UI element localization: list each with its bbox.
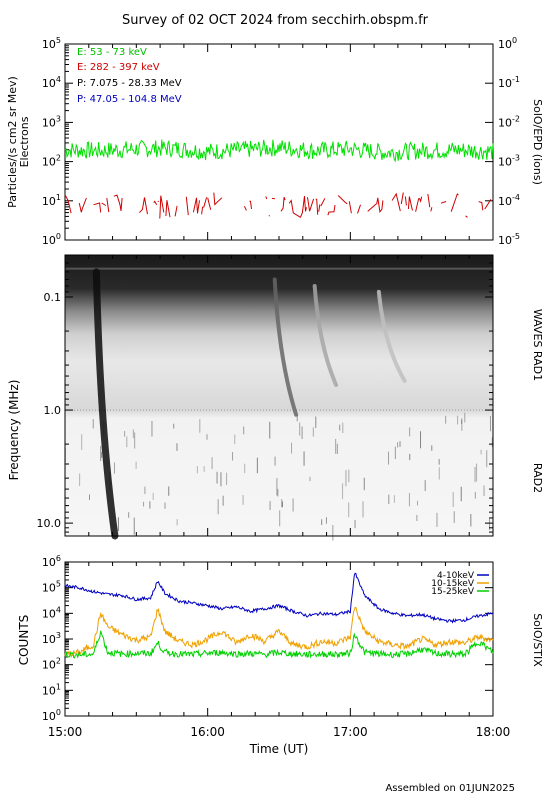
stix-right-label: SolO/STIX [531,613,544,667]
epd-right-label: SolO/EPD (ions) [531,99,544,185]
epd-ytick-label: 103 [42,114,61,129]
waves-features [64,267,493,541]
epd-frame [64,43,494,241]
stix-series-2 [64,630,494,659]
waves-panel: 0.1 1.0 10.0 Frequency (MHz) WAVES RAD1 RA… [7,254,544,541]
epd-ticks: 100 101 102 103 104 105 10-5 10-4 10-3 10-2 10-1 10… [42,36,520,247]
waves-rad2-label: RAD2 [531,463,544,493]
footer-assembled: Assembled on 01JUN2025 [385,783,515,794]
x-tick-label: 17:00 [333,725,368,739]
legend-p-low: P: 7.075 - 28.33 MeV [77,78,182,89]
epd-legend: E: 53 - 73 keV E: 282 - 397 keV P: 7.075… [77,47,182,105]
waves-background [65,255,493,536]
epd-y2tick-label: 10-1 [498,75,520,90]
x-axis-label: Time (UT) [249,742,309,756]
stix-legend-label: 4-10keV [437,571,475,581]
stix-ytick-label: 106 [42,554,61,569]
epd-y2tick-label: 10-5 [498,232,520,247]
stix-legend-label: 10-15keV [431,579,475,589]
epd-y2tick-label: 100 [498,36,517,51]
epd-ytick-label: 100 [42,232,61,247]
stix-ylabel: COUNTS [17,615,31,666]
stix-ytick-label: 105 [42,580,61,595]
epd-series-0 [64,139,494,163]
epd-series-1 [64,192,492,219]
figure-title: Survey of 02 OCT 2024 from secchirh.obsp… [122,13,429,28]
stix-ytick-label: 100 [42,708,61,723]
waves-background-band [65,267,493,270]
type-iii-burst-3 [376,289,407,383]
x-tick-label: 15:00 [48,725,83,739]
legend-p-high: P: 47.05 - 104.8 MeV [77,94,182,105]
stix-ytick-label: 101 [42,682,61,697]
epd-y2tick-label: 10-2 [498,114,520,129]
epd-ytick-label: 102 [42,154,61,169]
stix-panel: 100 101 102 103 104 105 106 COUNTS SolO/STIX 4… [17,554,544,723]
stix-series-0 [64,572,494,624]
x-tick-label: 18:00 [476,725,511,739]
stix-ytick-label: 104 [42,605,61,620]
legend-e-low: E: 53 - 73 keV [77,47,147,58]
waves-ytick-label: 10.0 [37,517,62,530]
stix-ytick-label: 103 [42,631,61,646]
waves-ytick-label: 1.0 [44,404,62,417]
waves-ytick-label: 0.1 [44,291,62,304]
epd-lines [64,139,494,219]
x-tick-label: 16:00 [190,725,225,739]
waves-ylabel: Frequency (MHz) [7,380,21,481]
time-axis: 15:00 16:00 17:00 18:00 [48,44,511,739]
epd-y2tick-label: 10-3 [498,154,520,169]
stix-legend-label: 15-25keV [431,587,475,597]
epd-panel: 100 101 102 103 104 105 10-5 10-4 10-3 10-2 10-1 10… [6,36,544,247]
epd-ytick-label: 104 [42,75,61,90]
waves-ticks: 0.1 1.0 10.0 [37,262,493,533]
epd-ytick-label: 105 [42,36,61,51]
legend-e-high: E: 282 - 397 keV [77,62,160,73]
waves-rad1-label: WAVES RAD1 [531,309,544,381]
type-iii-burst-1 [272,277,299,417]
stix-ytick-label: 102 [42,657,61,672]
stix-lines [64,572,494,659]
epd-ylabel-species: Electrons [18,116,31,167]
stix-frame [64,561,494,717]
epd-ylabel: Particles/(s cm2 sr Mev) [6,76,19,208]
type-iii-burst-0 [92,268,119,540]
type-iii-burst-2 [312,284,339,387]
stix-series-1 [64,606,494,658]
epd-ytick-label: 101 [42,193,61,208]
epd-y2tick-label: 10-4 [498,193,520,208]
